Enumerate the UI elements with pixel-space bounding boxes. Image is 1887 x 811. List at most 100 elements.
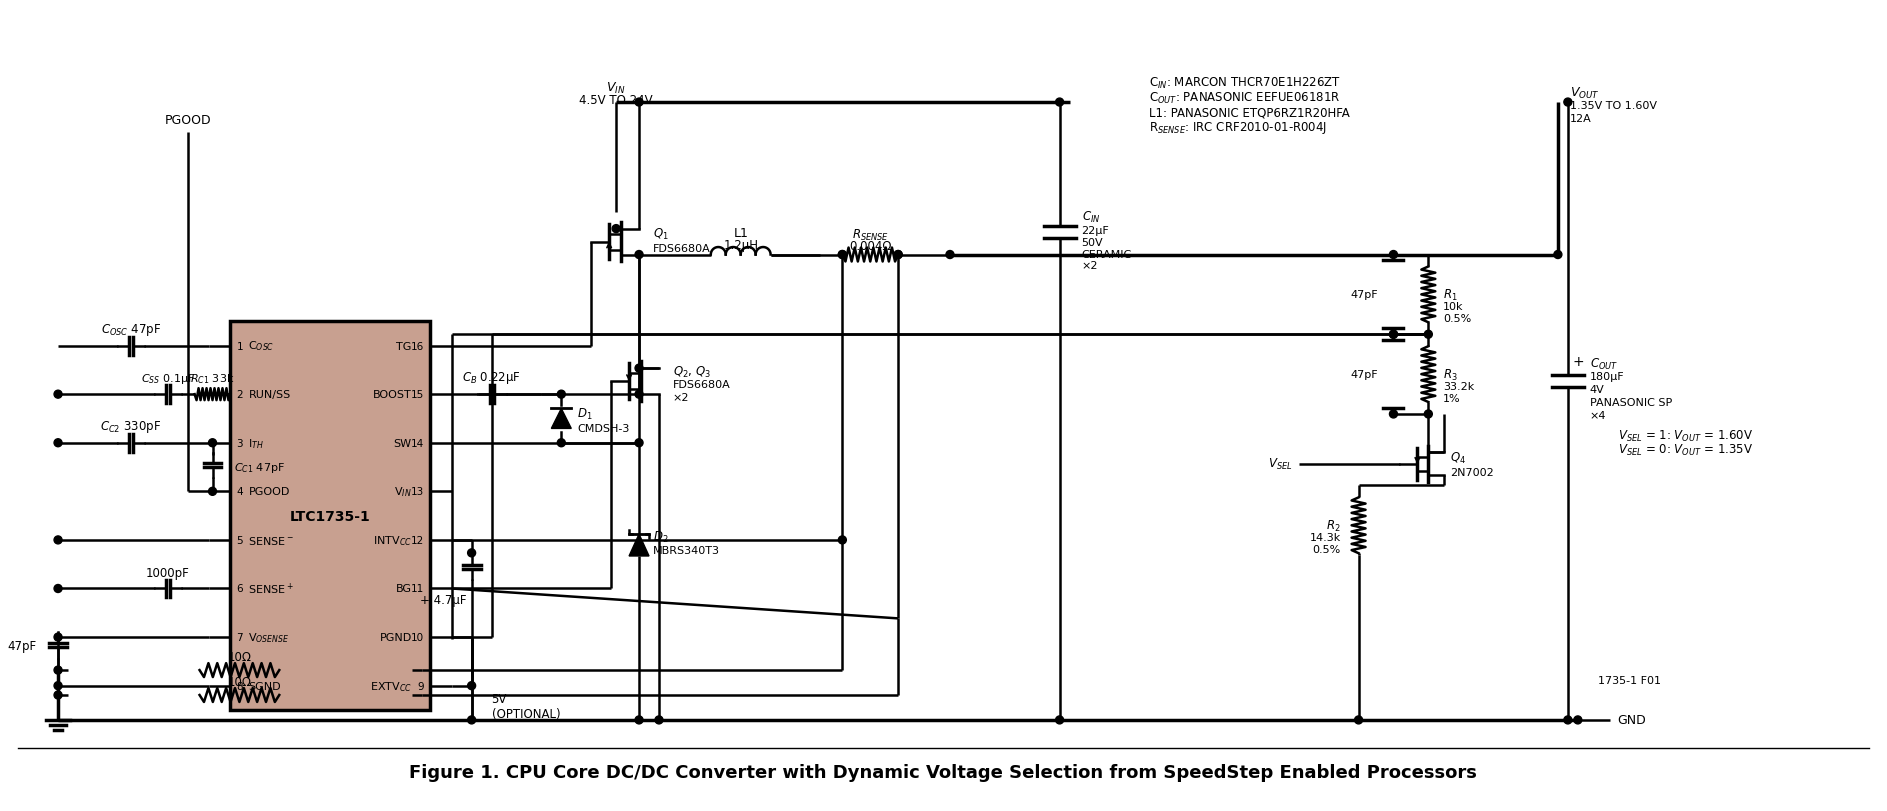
Bar — [230, 322, 430, 710]
Text: 5V
(OPTIONAL): 5V (OPTIONAL) — [491, 692, 560, 719]
Text: $R_3$: $R_3$ — [1444, 367, 1459, 382]
Text: $C_{IN}$: $C_{IN}$ — [1081, 210, 1100, 225]
Text: R$_{SENSE}$: IRC CRF2010-01-R004J: R$_{SENSE}$: IRC CRF2010-01-R004J — [1149, 120, 1327, 135]
Text: 11: 11 — [411, 584, 425, 594]
Circle shape — [55, 536, 62, 544]
Circle shape — [1055, 716, 1064, 724]
Text: $V_{SEL}$ = 1: $V_{OUT}$ = 1.60V: $V_{SEL}$ = 1: $V_{OUT}$ = 1.60V — [1617, 429, 1753, 444]
Circle shape — [1389, 410, 1398, 418]
Text: $D_2$: $D_2$ — [653, 529, 668, 544]
Text: 14.3k: 14.3k — [1310, 533, 1340, 543]
Circle shape — [611, 225, 621, 234]
Text: 0.5%: 0.5% — [1444, 314, 1472, 324]
Circle shape — [1425, 331, 1432, 339]
Text: 16: 16 — [411, 341, 425, 351]
Text: V$_{IN}$: V$_{IN}$ — [394, 485, 411, 499]
Text: 2: 2 — [236, 389, 243, 400]
Text: 47pF: 47pF — [1351, 290, 1379, 300]
Text: L1: PANASONIC ETQP6RZ1R20HFA: L1: PANASONIC ETQP6RZ1R20HFA — [1149, 106, 1349, 119]
Circle shape — [838, 536, 847, 544]
Circle shape — [557, 391, 566, 399]
Text: SW: SW — [394, 438, 411, 448]
Text: 6: 6 — [236, 584, 243, 594]
Text: TG: TG — [396, 341, 411, 351]
Circle shape — [55, 391, 62, 399]
Text: 13: 13 — [411, 487, 425, 496]
Text: 1.35V TO 1.60V: 1.35V TO 1.60V — [1570, 101, 1657, 111]
Text: 1.2μH: 1.2μH — [723, 238, 759, 251]
Text: $V_{SEL}$ = 0: $V_{OUT}$ = 1.35V: $V_{SEL}$ = 0: $V_{OUT}$ = 1.35V — [1617, 443, 1753, 458]
Circle shape — [838, 251, 847, 260]
Circle shape — [55, 633, 62, 642]
Text: $C_{C1}$ 47pF: $C_{C1}$ 47pF — [234, 461, 285, 474]
Circle shape — [1389, 331, 1398, 339]
Text: 12A: 12A — [1570, 114, 1591, 124]
Circle shape — [636, 716, 643, 724]
Circle shape — [1553, 251, 1562, 260]
Text: ×2: ×2 — [674, 393, 689, 402]
Circle shape — [894, 251, 902, 260]
Text: LTC1735-1: LTC1735-1 — [291, 509, 370, 523]
Text: 1%: 1% — [1444, 393, 1461, 404]
Text: CERAMIC: CERAMIC — [1081, 249, 1132, 260]
Text: 180μF: 180μF — [1589, 371, 1625, 382]
Text: $V_{SEL}$: $V_{SEL}$ — [1268, 457, 1293, 472]
Text: 1000pF: 1000pF — [145, 566, 189, 579]
Circle shape — [55, 691, 62, 699]
Text: 14: 14 — [411, 438, 425, 448]
Circle shape — [55, 667, 62, 674]
Circle shape — [209, 440, 217, 447]
Text: C$_{OSC}$: C$_{OSC}$ — [249, 339, 276, 353]
Text: $R_{C1}$ 33k: $R_{C1}$ 33k — [191, 372, 234, 386]
Text: 4: 4 — [236, 487, 243, 496]
Text: 10Ω: 10Ω — [228, 650, 251, 663]
Text: 10: 10 — [411, 633, 425, 642]
Circle shape — [838, 251, 847, 260]
Polygon shape — [628, 534, 649, 556]
Circle shape — [894, 251, 902, 260]
Circle shape — [1574, 716, 1581, 724]
Text: I$_{TH}$: I$_{TH}$ — [249, 436, 264, 450]
Text: PGOOD: PGOOD — [249, 487, 291, 496]
Circle shape — [55, 440, 62, 447]
Circle shape — [1564, 99, 1572, 107]
Text: SENSE$^+$: SENSE$^+$ — [249, 581, 294, 596]
Text: 1: 1 — [236, 341, 243, 351]
Text: 4.5V TO 24V: 4.5V TO 24V — [579, 93, 653, 106]
Text: INTV$_{CC}$: INTV$_{CC}$ — [374, 534, 411, 547]
Text: 10Ω: 10Ω — [228, 675, 251, 688]
Text: $V_{OUT}$: $V_{OUT}$ — [1570, 85, 1600, 101]
Text: EXTV$_{CC}$: EXTV$_{CC}$ — [370, 679, 411, 693]
Text: RUN/SS: RUN/SS — [249, 389, 291, 400]
Text: +: + — [1574, 354, 1585, 369]
Text: 4V: 4V — [1589, 384, 1604, 395]
Text: CMDSH-3: CMDSH-3 — [577, 424, 630, 434]
Text: 15: 15 — [411, 389, 425, 400]
Text: 22μF: 22μF — [1081, 225, 1110, 235]
Text: 47pF: 47pF — [1351, 370, 1379, 380]
Text: ×4: ×4 — [1589, 410, 1606, 420]
Text: $C_B$ 0.22μF: $C_B$ 0.22μF — [462, 370, 521, 386]
Text: 10k: 10k — [1444, 302, 1464, 312]
Text: 3: 3 — [236, 438, 243, 448]
Circle shape — [655, 716, 662, 724]
Text: Figure 1. CPU Core DC/DC Converter with Dynamic Voltage Selection from SpeedStep: Figure 1. CPU Core DC/DC Converter with … — [409, 763, 1478, 781]
Circle shape — [468, 682, 476, 690]
Text: $D_1$: $D_1$ — [577, 406, 593, 422]
Text: 9: 9 — [417, 680, 425, 691]
Text: PANASONIC SP: PANASONIC SP — [1589, 397, 1672, 407]
Text: SENSE$^-$: SENSE$^-$ — [249, 534, 294, 547]
Text: $C_{OUT}$: $C_{OUT}$ — [1589, 356, 1617, 371]
Text: 12: 12 — [411, 535, 425, 545]
Text: PGND: PGND — [379, 633, 411, 642]
Text: GND: GND — [1617, 714, 1647, 727]
Circle shape — [1425, 410, 1432, 418]
Text: FDS6680A: FDS6680A — [674, 380, 730, 389]
Text: $Q_1$: $Q_1$ — [653, 227, 668, 242]
Circle shape — [209, 487, 217, 496]
Circle shape — [636, 440, 643, 447]
Text: 1735-1 F01: 1735-1 F01 — [1598, 676, 1661, 685]
Circle shape — [55, 585, 62, 593]
Text: $Q_2$, $Q_3$: $Q_2$, $Q_3$ — [674, 364, 711, 380]
Text: BG: BG — [396, 584, 411, 594]
